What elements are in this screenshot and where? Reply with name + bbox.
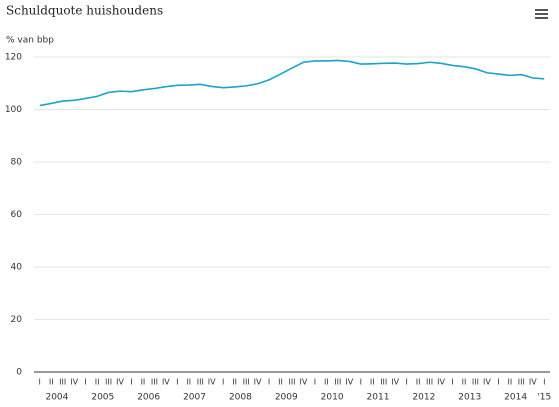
x-tick-label: III bbox=[59, 378, 66, 387]
x-tick-label: IV bbox=[116, 378, 124, 387]
x-tick-label: I bbox=[222, 378, 224, 387]
x-tick-label: II bbox=[508, 378, 513, 387]
x-tick-label: IV bbox=[70, 378, 78, 387]
data-line bbox=[39, 59, 545, 107]
x-tick-label: II bbox=[141, 378, 146, 387]
x-tick-label: II bbox=[416, 378, 421, 387]
x-tick-label: I bbox=[497, 378, 499, 387]
x-tick-label: III bbox=[518, 378, 525, 387]
x-group-label: 2008 bbox=[229, 393, 252, 403]
x-tick-label: II bbox=[95, 378, 100, 387]
x-group-label: '15 bbox=[537, 393, 551, 403]
x-tick-label: III bbox=[426, 378, 433, 387]
y-tick-label: 120 bbox=[5, 53, 22, 63]
chart-title: Schuldquote huishoudens bbox=[6, 4, 163, 18]
y-tick-label: 0 bbox=[16, 368, 22, 378]
x-tick-label: IV bbox=[391, 378, 399, 387]
x-tick-label: I bbox=[314, 378, 316, 387]
x-tick-label: II bbox=[462, 378, 467, 387]
x-tick-label: III bbox=[334, 378, 341, 387]
x-group-label: 2014 bbox=[504, 393, 527, 403]
x-tick-label: II bbox=[186, 378, 191, 387]
y-tick-label: 100 bbox=[5, 105, 22, 115]
y-axis-label: % van bbp bbox=[6, 36, 54, 46]
x-tick-label: III bbox=[151, 378, 158, 387]
x-tick-label: IV bbox=[208, 378, 216, 387]
x-group-label: 2011 bbox=[367, 393, 390, 403]
x-group-label: 2006 bbox=[137, 393, 160, 403]
x-tick-label: IV bbox=[529, 378, 537, 387]
x-group-label: 2009 bbox=[275, 393, 298, 403]
x-group-label: 2012 bbox=[412, 393, 435, 403]
x-tick-label: I bbox=[360, 378, 362, 387]
x-tick-label: IV bbox=[300, 378, 308, 387]
x-tick-label: IV bbox=[437, 378, 445, 387]
menu-icon-bar bbox=[535, 13, 548, 15]
menu-icon-bar bbox=[535, 9, 548, 11]
x-tick-label: III bbox=[197, 378, 204, 387]
x-tick-label: I bbox=[405, 378, 407, 387]
menu-icon-bar bbox=[535, 17, 548, 19]
x-tick-label: IV bbox=[254, 378, 262, 387]
x-tick-label: I bbox=[84, 378, 86, 387]
x-group-label: 2010 bbox=[321, 393, 344, 403]
x-tick-label: I bbox=[268, 378, 270, 387]
x-tick-label: III bbox=[105, 378, 112, 387]
x-tick-label: II bbox=[278, 378, 283, 387]
x-group-label: 2013 bbox=[458, 393, 481, 403]
x-tick-label: II bbox=[232, 378, 237, 387]
x-tick-label: IV bbox=[162, 378, 170, 387]
x-tick-label: II bbox=[370, 378, 375, 387]
x-group-label: 2007 bbox=[183, 393, 206, 403]
x-tick-label: III bbox=[380, 378, 387, 387]
x-tick-label: II bbox=[324, 378, 329, 387]
x-tick-label: IV bbox=[483, 378, 491, 387]
y-tick-label: 20 bbox=[11, 315, 23, 325]
x-tick-label: I bbox=[451, 378, 453, 387]
menu-button[interactable] bbox=[532, 6, 550, 22]
x-tick-label: III bbox=[472, 378, 479, 387]
y-tick-label: 40 bbox=[11, 263, 23, 273]
x-tick-label: I bbox=[543, 378, 545, 387]
x-tick-label: III bbox=[243, 378, 250, 387]
x-tick-label: III bbox=[288, 378, 295, 387]
x-tick-label: I bbox=[176, 378, 178, 387]
y-tick-label: 60 bbox=[11, 210, 23, 220]
x-tick-label: IV bbox=[345, 378, 353, 387]
x-group-label: 2004 bbox=[45, 393, 68, 403]
x-group-label: 2005 bbox=[91, 393, 114, 403]
x-tick-label: I bbox=[39, 378, 41, 387]
x-tick-label: II bbox=[49, 378, 54, 387]
y-tick-label: 80 bbox=[11, 158, 23, 168]
x-tick-label: I bbox=[130, 378, 132, 387]
